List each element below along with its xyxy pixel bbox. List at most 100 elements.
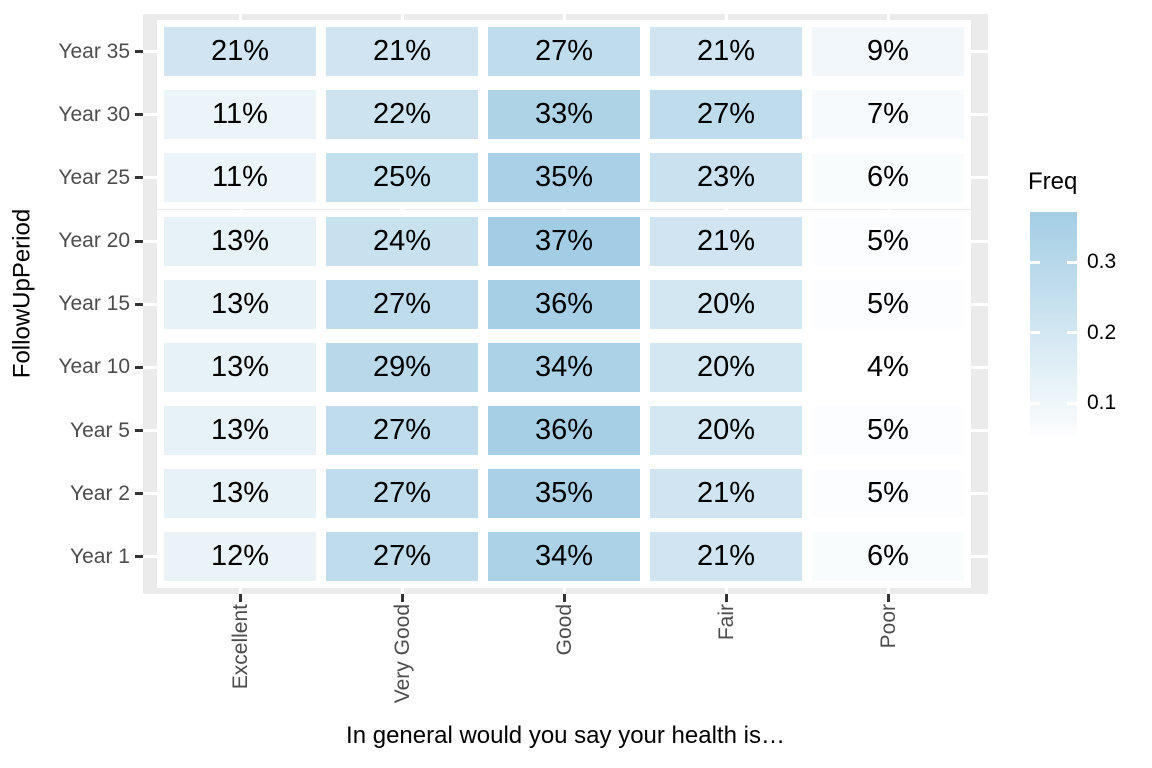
legend-tick-label: 0.2 <box>1087 320 1117 344</box>
legend-tick-mark <box>1067 331 1077 334</box>
cell-value-label: 21% <box>696 477 756 509</box>
heatmap-cell: 21% <box>643 525 809 588</box>
y-axis-title: FollowUpPeriod <box>8 208 36 379</box>
heatmap-cell: 34% <box>481 525 647 588</box>
heatmap-cell: 21% <box>643 20 809 83</box>
cell-value-label: 23% <box>696 161 756 193</box>
heatmap-cell: 13% <box>157 462 323 525</box>
y-axis-tick <box>135 50 143 53</box>
cell-value-label: 27% <box>372 287 432 320</box>
y-axis-label: Year 35 <box>58 39 130 63</box>
cell-value-label: 5% <box>867 287 909 320</box>
heatmap-cell: 27% <box>319 399 485 462</box>
heatmap-cell: 24% <box>319 209 485 273</box>
cell-value-label: 37% <box>534 224 594 257</box>
y-axis-label: Year 20 <box>58 229 130 252</box>
y-axis-tick <box>135 492 143 495</box>
x-axis-tick <box>562 594 566 602</box>
y-axis-label: Year 5 <box>70 418 130 442</box>
cell-value-label: 20% <box>696 287 756 320</box>
cell-value-label: 9% <box>867 35 909 67</box>
y-axis-tick <box>135 429 143 432</box>
heatmap-cell: 6% <box>805 525 971 588</box>
heatmap-cell: 27% <box>319 272 485 336</box>
heatmap-cell: 27% <box>481 20 647 83</box>
legend-title: Freq <box>1028 168 1078 195</box>
heatmap-cell: 5% <box>805 209 971 273</box>
legend-gradient-bar <box>1030 212 1077 437</box>
legend-tick-label: 0.3 <box>1087 250 1117 273</box>
heatmap-cell: 13% <box>157 209 323 273</box>
cell-value-label: 35% <box>534 161 594 193</box>
heatmap-cell: 36% <box>481 272 647 336</box>
heatmap-cell: 7% <box>805 83 971 146</box>
heatmap-cell: 20% <box>643 399 809 462</box>
cell-value-label: 21% <box>372 35 432 67</box>
heatmap-cell: 11% <box>157 146 323 209</box>
cell-value-label: 34% <box>534 540 594 572</box>
heatmap-cell: 21% <box>643 462 809 525</box>
heatmap-cell: 25% <box>319 146 485 209</box>
cell-value-label: 20% <box>696 350 756 383</box>
cell-value-label: 13% <box>210 350 270 383</box>
heatmap-cell: 34% <box>481 335 647 399</box>
heatmap-cell: 5% <box>805 399 971 462</box>
x-axis-label: Very Good <box>390 604 414 704</box>
heatmap-cell: 13% <box>157 399 323 462</box>
heatmap-cell: 35% <box>481 146 647 209</box>
cell-value-label: 13% <box>210 477 270 509</box>
y-axis-tick <box>135 176 143 179</box>
heatmap-cell: 13% <box>157 272 323 336</box>
cell-value-label: 27% <box>372 540 432 572</box>
x-axis-label: Fair <box>714 604 738 641</box>
y-axis-label: Year 25 <box>58 165 130 189</box>
heatmap-cell: 12% <box>157 525 323 588</box>
cell-value-label: 22% <box>372 98 432 130</box>
x-axis-tick <box>886 594 890 602</box>
heatmap-cell: 20% <box>643 335 809 399</box>
cell-value-label: 27% <box>696 98 756 130</box>
cell-value-label: 5% <box>867 414 909 446</box>
heatmap-cell: 33% <box>481 83 647 146</box>
cell-value-label: 36% <box>534 287 594 320</box>
cell-value-label: 11% <box>212 161 268 193</box>
x-axis-tick <box>400 594 404 602</box>
y-axis-tick <box>135 365 143 369</box>
heatmap-cell: 6% <box>805 146 971 209</box>
cell-value-label: 5% <box>867 477 909 509</box>
y-axis-label: Year 10 <box>58 355 130 378</box>
cell-value-label: 25% <box>372 161 432 193</box>
cell-value-label: 27% <box>534 35 594 67</box>
heatmap-cell: 27% <box>319 525 485 588</box>
cell-value-label: 21% <box>696 224 756 257</box>
heatmap-cell: 13% <box>157 335 323 399</box>
heatmap-cell: 23% <box>643 146 809 209</box>
heatmap-cell: 27% <box>319 462 485 525</box>
heatmap-cell: 21% <box>319 20 485 83</box>
cell-value-label: 13% <box>210 224 270 257</box>
y-axis-tick <box>135 555 143 558</box>
heatmap-cell: 29% <box>319 335 485 399</box>
legend-tick-label: 0.1 <box>1087 391 1117 414</box>
plot-panel: 21% 21% 27% 21% 9% 11% 22% 33% 27% 7% 11% 25% 35% 23%… <box>143 14 988 594</box>
heatmap-cell: 21% <box>157 20 323 83</box>
heatmap-cell: 11% <box>157 83 323 146</box>
cell-value-label: 20% <box>696 414 756 446</box>
legend-tick-mark <box>1067 401 1077 405</box>
cell-value-label: 6% <box>867 540 909 572</box>
cell-value-label: 4% <box>867 350 909 383</box>
legend-tick-mark <box>1030 401 1040 405</box>
x-axis-label: Poor <box>876 604 900 649</box>
heatmap-cell: 22% <box>319 83 485 146</box>
heatmap-cell: 5% <box>805 272 971 336</box>
cell-value-label: 7% <box>867 98 909 130</box>
cell-value-label: 27% <box>372 414 432 446</box>
x-axis-label: Excellent <box>228 604 252 690</box>
y-axis-label: Year 30 <box>58 102 130 126</box>
heatmap-cell: 36% <box>481 399 647 462</box>
cell-value-label: 13% <box>210 287 270 320</box>
legend-tick-mark <box>1067 260 1077 264</box>
cell-value-label: 11% <box>212 98 268 130</box>
cell-value-label: 21% <box>210 35 270 67</box>
